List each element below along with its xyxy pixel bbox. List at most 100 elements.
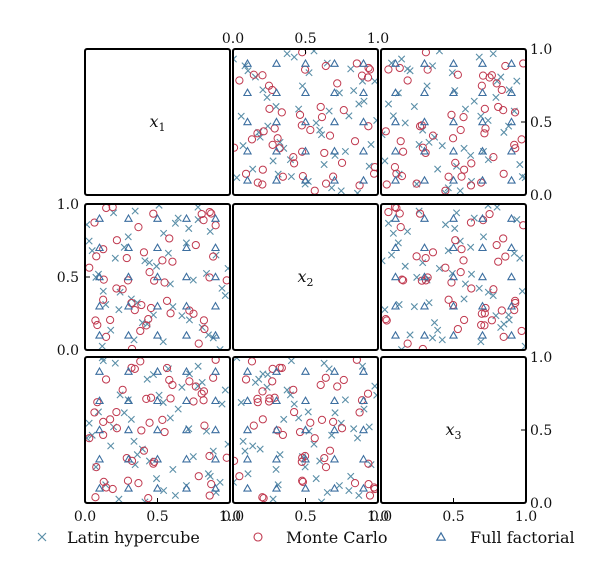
point-monte-carlo — [447, 110, 456, 119]
point-full-factorial — [390, 330, 401, 339]
point-monte-carlo — [494, 102, 503, 112]
panel-r3-c2 — [232, 356, 379, 504]
point-latin-hypercube — [178, 383, 186, 391]
point-monte-carlo — [99, 245, 108, 254]
point-monte-carlo — [499, 332, 508, 341]
point-latin-hypercube — [373, 116, 378, 125]
point-full-factorial — [448, 301, 459, 310]
point-latin-hypercube — [317, 498, 326, 503]
panel-frame — [84, 48, 231, 196]
point-latin-hypercube — [185, 316, 194, 324]
point-monte-carlo — [258, 387, 267, 396]
point-monte-carlo — [265, 104, 274, 113]
point-monte-carlo — [277, 108, 286, 117]
point-latin-hypercube — [350, 425, 358, 433]
point-full-factorial — [329, 88, 340, 97]
point-latin-hypercube — [280, 415, 288, 423]
legend-item-latin-hypercube: Latin hypercube — [37, 528, 200, 547]
panel-points — [381, 204, 526, 350]
point-latin-hypercube — [335, 481, 343, 490]
point-monte-carlo — [395, 63, 404, 73]
point-monte-carlo — [136, 357, 145, 366]
point-latin-hypercube — [169, 465, 177, 474]
point-monte-carlo — [350, 479, 360, 488]
point-latin-hypercube — [441, 221, 450, 229]
point-full-factorial — [181, 483, 192, 492]
point-monte-carlo — [249, 70, 258, 79]
point-monte-carlo — [428, 131, 438, 140]
point-latin-hypercube — [98, 342, 106, 350]
point-latin-hypercube — [244, 470, 252, 478]
tick-label-left: 0.0 — [57, 343, 79, 359]
point-full-factorial — [94, 425, 105, 434]
point-full-factorial — [210, 425, 221, 434]
point-latin-hypercube — [276, 138, 284, 146]
point-full-factorial — [152, 454, 163, 463]
point-full-factorial — [242, 175, 253, 184]
point-latin-hypercube — [290, 53, 298, 61]
tick-label-bottom: 0.0 — [74, 509, 96, 525]
point-full-factorial — [390, 117, 401, 126]
legend-marker-circle — [253, 532, 263, 542]
point-latin-hypercube — [233, 174, 241, 182]
point-monte-carlo — [510, 108, 520, 117]
point-latin-hypercube — [425, 299, 433, 307]
point-full-factorial — [123, 213, 134, 222]
point-monte-carlo — [480, 309, 489, 318]
point-full-factorial — [448, 243, 459, 252]
point-full-factorial — [506, 117, 517, 126]
point-monte-carlo — [168, 380, 177, 390]
point-full-factorial — [123, 425, 134, 434]
point-full-factorial — [448, 117, 459, 126]
point-monte-carlo — [127, 363, 136, 372]
tick-label-top: 0.5 — [294, 31, 316, 47]
point-latin-hypercube — [381, 257, 386, 265]
point-monte-carlo — [247, 357, 257, 366]
point-latin-hypercube — [124, 233, 132, 241]
point-monte-carlo — [466, 181, 476, 190]
tick-label-bottom: 0.5 — [294, 509, 316, 525]
point-monte-carlo — [112, 424, 122, 433]
point-latin-hypercube — [249, 165, 257, 173]
point-full-factorial — [358, 483, 369, 492]
point-latin-hypercube — [500, 128, 508, 136]
point-latin-hypercube — [384, 219, 393, 227]
point-full-factorial — [210, 272, 221, 281]
point-full-factorial — [242, 88, 253, 97]
point-full-factorial — [181, 330, 192, 339]
point-monte-carlo — [320, 453, 329, 463]
point-latin-hypercube — [513, 77, 521, 85]
point-monte-carlo — [363, 73, 373, 82]
point-full-factorial — [152, 243, 163, 252]
point-latin-hypercube — [331, 409, 339, 417]
point-monte-carlo — [317, 415, 327, 425]
point-latin-hypercube — [460, 295, 468, 303]
point-monte-carlo — [384, 207, 393, 217]
point-full-factorial — [242, 146, 253, 155]
point-monte-carlo — [384, 65, 393, 74]
point-monte-carlo — [108, 484, 117, 494]
point-full-factorial — [506, 330, 517, 339]
point-monte-carlo — [160, 427, 169, 437]
point-monte-carlo — [106, 415, 115, 424]
point-full-factorial — [506, 213, 517, 222]
point-full-factorial — [210, 213, 221, 222]
point-latin-hypercube — [479, 233, 488, 241]
point-monte-carlo — [145, 418, 154, 427]
point-latin-hypercube — [423, 82, 431, 90]
point-monte-carlo — [108, 204, 117, 212]
point-latin-hypercube — [460, 144, 468, 152]
point-monte-carlo — [337, 424, 347, 433]
point-monte-carlo — [158, 415, 167, 425]
point-full-factorial — [448, 272, 459, 281]
point-monte-carlo — [91, 493, 100, 502]
point-full-factorial — [448, 58, 459, 67]
panel-frame — [232, 203, 379, 351]
point-latin-hypercube — [155, 204, 163, 209]
legend-label: Monte Carlo — [286, 528, 387, 547]
point-monte-carlo — [453, 324, 462, 334]
point-full-factorial — [210, 483, 221, 492]
panel-r1-c3 — [380, 48, 527, 196]
point-full-factorial — [390, 58, 401, 67]
point-latin-hypercube — [355, 491, 363, 500]
